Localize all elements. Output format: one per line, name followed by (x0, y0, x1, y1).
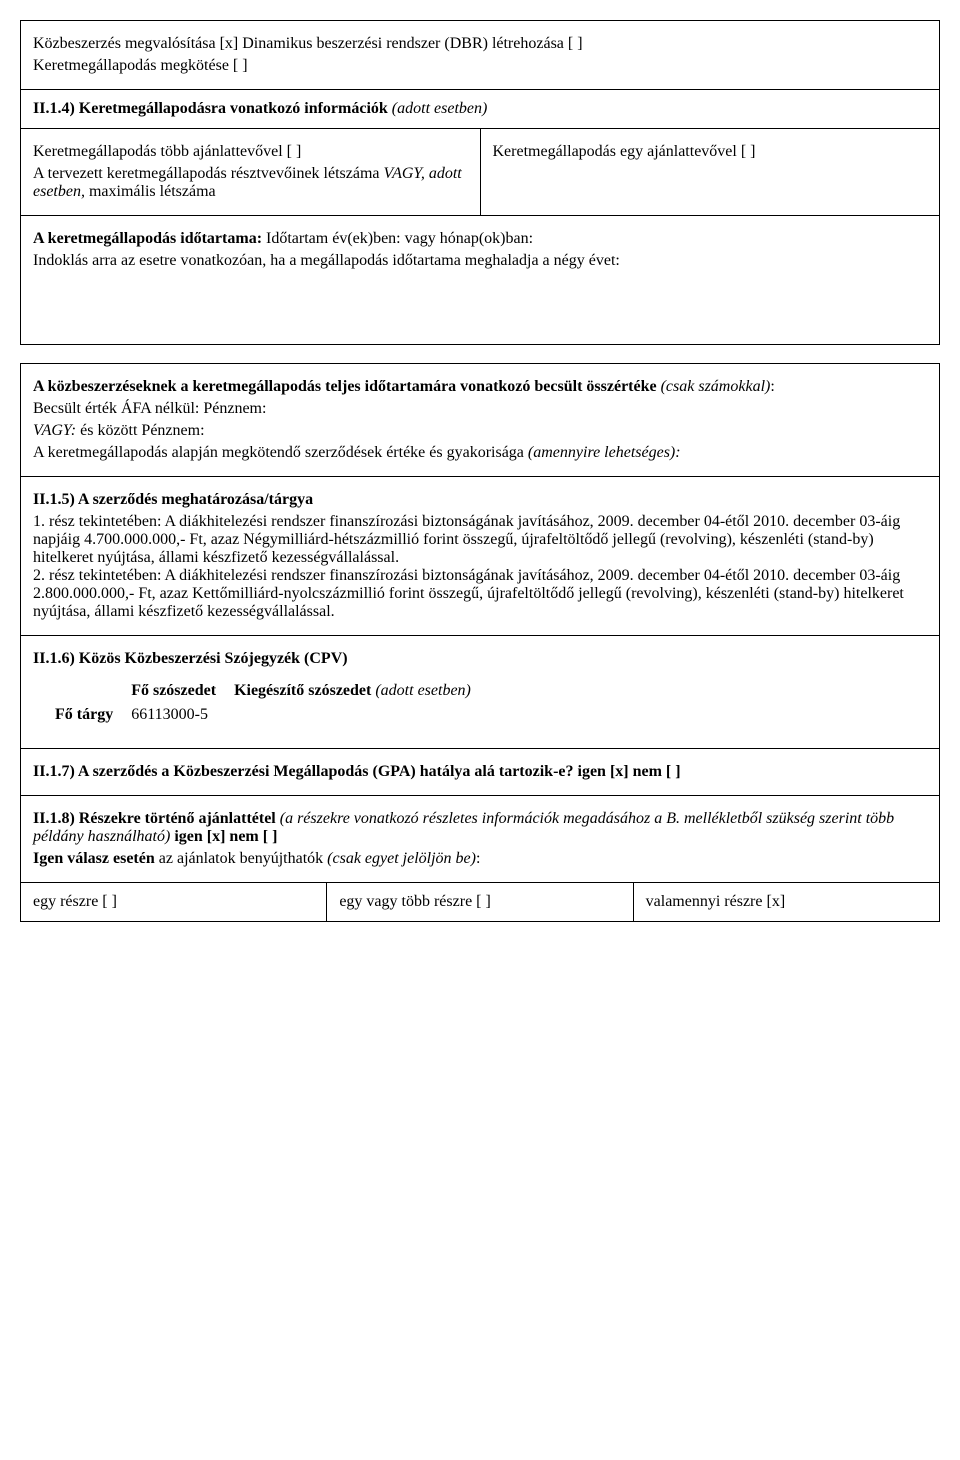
section-II18-cell: II.1.8) Részekre történő ajánlattétel (a… (21, 796, 939, 883)
framework-two-col: Keretmegállapodás több ajánlattevővel [ … (21, 129, 939, 216)
framework-participants-count: A tervezett keretmegállapodás résztvevői… (33, 165, 468, 201)
estimated-value-vagy: VAGY: (33, 422, 76, 439)
lots-option-one-or-more: egy vagy több részre [ ] (327, 883, 633, 921)
cpv-row-label: Fő tárgy (47, 704, 121, 726)
lots-option-all: valamennyi részre [x] (634, 883, 939, 921)
framework-single-tenderer: Keretmegállapodás egy ajánlattevővel [ ] (493, 143, 928, 161)
section-II14-title-note: (adott esetben) (392, 100, 488, 117)
estimated-value-bold: A közbeszerzéseknek a keretmegállapodás … (33, 378, 661, 395)
framework-left-cell: Keretmegállapodás több ajánlattevővel [ … (21, 129, 481, 215)
estimated-value-line3: VAGY: és között Pénznem: (33, 422, 927, 440)
section-II18-rest: az ajánlatok benyújthatók (155, 850, 327, 867)
framework-duration-cell: A keretmegállapodás időtartama: Időtarta… (21, 216, 939, 344)
contracts-frequency-text: A keretmegállapodás alapján megkötendő s… (33, 444, 528, 461)
estimated-value-vagy-rest: és között Pénznem: (76, 422, 204, 439)
procurement-type-line1: Közbeszerzés megvalósítása [x] Dinamikus… (33, 35, 927, 53)
cpv-header-supplementary-note: (adott esetben) (375, 682, 471, 699)
cpv-header-supplementary-bold: Kiegészítő szószedet (234, 682, 375, 699)
cpv-value: 66113000-5 (123, 704, 224, 726)
cpv-header-main: Fő szószedet (123, 680, 224, 702)
framework-duration-line: A keretmegállapodás időtartama: Időtarta… (33, 230, 927, 248)
justification-spacer (33, 274, 927, 334)
framework-participants-d: maximális létszáma (85, 183, 216, 200)
framework-justification: Indoklás arra az esetre vonatkozóan, ha … (33, 252, 927, 270)
section-II16-title: II.1.6) Közös Közbeszerzési Szójegyzék (… (33, 650, 927, 668)
framework-participants-a: A tervezett keretmegállapodás résztvevői… (33, 165, 384, 182)
framework-box-top: Közbeszerzés megvalósítása [x] Dinamikus… (20, 20, 940, 345)
section-II18-line1: II.1.8) Részekre történő ajánlattétel (a… (33, 810, 927, 846)
section-II15-cell: II.1.5) A szerződés meghatározása/tárgya… (21, 477, 939, 636)
section-II15-body: 1. rész tekintetében: A diákhitelezési r… (33, 513, 927, 621)
framework-duration-value: Időtartam év(ek)ben: vagy hónap(ok)ban: (262, 230, 533, 247)
procurement-type-cell: Közbeszerzés megvalósítása [x] Dinamikus… (21, 21, 939, 90)
section-II15-title: II.1.5) A szerződés meghatározása/tárgya (33, 491, 927, 509)
section-II18-yesno: igen [x] nem [ ] (170, 828, 277, 845)
section-II18-igen: Igen válasz esetén (33, 850, 155, 867)
framework-duration-label: A keretmegállapodás időtartama: (33, 230, 262, 247)
section-II17-text: II.1.7) A szerződés a Közbeszerzési Megá… (33, 763, 927, 781)
contracts-frequency-note: (amennyire lehetséges): (528, 444, 681, 461)
estimated-value-line1: A közbeszerzéseknek a keretmegállapodás … (33, 378, 927, 396)
cpv-header-supplementary: Kiegészítő szószedet (adott esetben) (226, 680, 479, 702)
framework-multiple-tenderers: Keretmegállapodás több ajánlattevővel [ … (33, 143, 468, 161)
estimated-value-cell: A közbeszerzéseknek a keretmegállapodás … (21, 364, 939, 477)
section-II18-title: II.1.8) Részekre történő ajánlattétel (33, 810, 280, 827)
lots-option-one: egy részre [ ] (21, 883, 327, 921)
estimated-value-colon: : (770, 378, 774, 395)
estimated-value-line2: Becsült érték ÁFA nélkül: Pénznem: (33, 400, 927, 418)
section-II16-cell: II.1.6) Közös Közbeszerzési Szójegyzék (… (21, 636, 939, 749)
framework-box-bottom: A közbeszerzéseknek a keretmegállapodás … (20, 363, 940, 922)
procurement-type-line2: Keretmegállapodás megkötése [ ] (33, 57, 927, 75)
cpv-table: Fő szószedet Kiegészítő szószedet (adott… (45, 678, 481, 728)
framework-right-cell: Keretmegállapodás egy ajánlattevővel [ ] (481, 129, 940, 215)
section-II14-title: II.1.4) Keretmegállapodásra vonatkozó in… (33, 100, 392, 117)
section-II14-heading: II.1.4) Keretmegállapodásra vonatkozó in… (21, 90, 939, 129)
lots-options-row: egy részre [ ] egy vagy több részre [ ] … (21, 883, 939, 921)
estimated-value-note: (csak számokkal) (661, 378, 771, 395)
section-II18-colon: : (476, 850, 480, 867)
section-II18-select-note: (csak egyet jelöljön be) (327, 850, 476, 867)
framework-participants-vagy: VAGY (384, 165, 421, 182)
section-II18-line2: Igen válasz esetén az ajánlatok benyújth… (33, 850, 927, 868)
section-II17-cell: II.1.7) A szerződés a Közbeszerzési Megá… (21, 749, 939, 796)
contracts-frequency: A keretmegállapodás alapján megkötendő s… (33, 444, 927, 462)
